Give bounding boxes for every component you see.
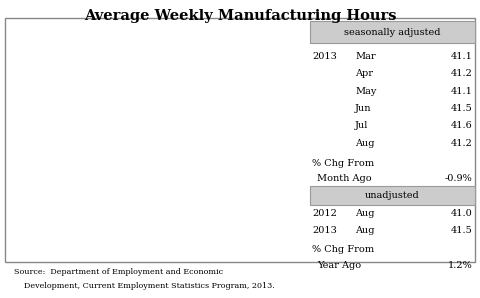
- Text: 41.0: 41.0: [451, 209, 473, 218]
- Text: 41.1: 41.1: [451, 87, 473, 96]
- Text: 41.2: 41.2: [451, 139, 473, 148]
- Text: -0.9%: -0.9%: [445, 174, 473, 183]
- Text: 41.1: 41.1: [451, 52, 473, 61]
- Text: Jun: Jun: [355, 104, 372, 113]
- Text: 1.2%: 1.2%: [448, 261, 473, 270]
- Text: % Chg From: % Chg From: [312, 159, 374, 168]
- Text: Apr: Apr: [355, 69, 373, 78]
- Text: % Chg From: % Chg From: [312, 245, 374, 254]
- Text: 41.5: 41.5: [451, 226, 473, 235]
- Text: Source:  Department of Employment and Economic: Source: Department of Employment and Eco…: [14, 268, 224, 276]
- Text: Aug: Aug: [355, 209, 375, 218]
- Text: Jul: Jul: [355, 121, 369, 130]
- Text: unadjusted: unadjusted: [365, 191, 420, 200]
- Text: 41.2: 41.2: [451, 69, 473, 78]
- Text: 41.5: 41.5: [451, 104, 473, 113]
- Text: May: May: [355, 87, 377, 96]
- Text: 2012: 2012: [312, 209, 337, 218]
- Text: Aug: Aug: [355, 139, 375, 148]
- Text: 2013: 2013: [312, 226, 337, 235]
- Text: Mar: Mar: [355, 52, 376, 61]
- Text: Development, Current Employment Statistics Program, 2013.: Development, Current Employment Statisti…: [14, 282, 275, 290]
- Text: 41.6: 41.6: [451, 121, 473, 130]
- Text: Average Weekly Manufacturing Hours: Average Weekly Manufacturing Hours: [84, 9, 396, 23]
- Text: Aug: Aug: [355, 226, 375, 235]
- Text: Month Ago: Month Ago: [317, 174, 372, 183]
- Text: 2013: 2013: [312, 52, 337, 61]
- Text: Year Ago: Year Ago: [317, 261, 361, 270]
- Text: seasonally adjusted: seasonally adjusted: [344, 27, 441, 37]
